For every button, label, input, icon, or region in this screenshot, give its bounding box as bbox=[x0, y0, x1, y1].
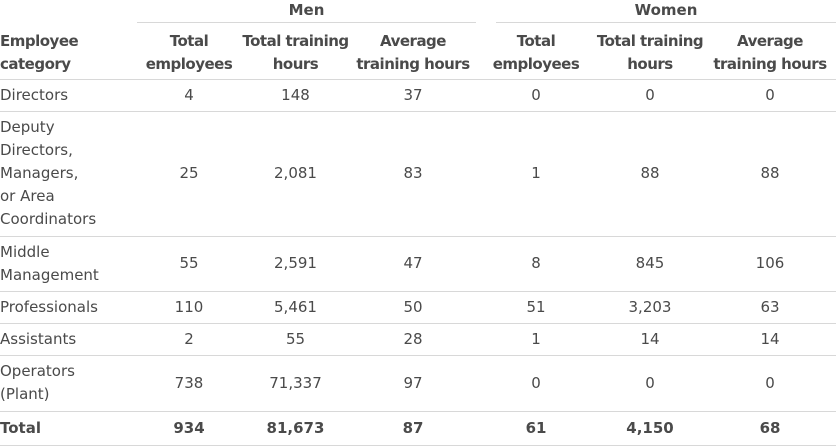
group-rule-women bbox=[496, 22, 836, 23]
men-total-employees: 25 bbox=[137, 111, 241, 237]
table-row: Directors 4 148 37 0 0 0 bbox=[0, 79, 836, 112]
men-total-employees: 2 bbox=[137, 323, 241, 356]
women-total-hours: 3,203 bbox=[596, 291, 704, 324]
women-total-hours: 0 bbox=[596, 79, 704, 112]
women-total-employees: 1 bbox=[476, 111, 596, 237]
col-header-men-avg-hours: Average training hours bbox=[350, 28, 476, 80]
women-total-employees: 0 bbox=[476, 355, 596, 412]
men-total-employees: 738 bbox=[137, 355, 241, 412]
row-category: Operators (Plant) bbox=[0, 355, 137, 412]
men-total-hours: 55 bbox=[241, 323, 350, 356]
table-row: Professionals 110 5,461 50 51 3,203 63 bbox=[0, 291, 836, 324]
women-total-employees: 0 bbox=[476, 79, 596, 112]
women-avg-hours: 14 bbox=[704, 323, 836, 356]
table-row: Assistants 2 55 28 1 14 14 bbox=[0, 323, 836, 356]
women-avg-hours: 0 bbox=[704, 355, 836, 412]
col-header-men-total-hours: Total training hours bbox=[241, 28, 350, 80]
women-avg-hours: 106 bbox=[704, 236, 836, 292]
table-row: Middle Management 55 2,591 47 8 845 106 bbox=[0, 236, 836, 292]
row-category: Middle Management bbox=[0, 236, 137, 292]
col-header-women-avg-hours: Average training hours bbox=[704, 28, 836, 80]
col-header-category: Employee category bbox=[0, 28, 137, 80]
women-total-hours: 845 bbox=[596, 236, 704, 292]
total-women-employees: 61 bbox=[476, 411, 596, 446]
men-avg-hours: 97 bbox=[350, 355, 476, 412]
group-rule-men bbox=[137, 22, 476, 23]
women-total-hours: 88 bbox=[596, 111, 704, 237]
row-category: Directors bbox=[0, 79, 137, 112]
group-header-women: Women bbox=[634, 1, 698, 19]
row-category: Deputy Directors, Managers, or Area Coor… bbox=[0, 111, 137, 237]
women-avg-hours: 88 bbox=[704, 111, 836, 237]
col-header-women-total-hours: Total training hours bbox=[596, 28, 704, 80]
men-total-hours: 2,591 bbox=[241, 236, 350, 292]
total-women-hours: 4,150 bbox=[596, 411, 704, 446]
row-category: Professionals bbox=[0, 291, 137, 324]
total-men-hours: 81,673 bbox=[241, 411, 350, 446]
men-total-employees: 110 bbox=[137, 291, 241, 324]
total-row: Total 934 81,673 87 61 4,150 68 bbox=[0, 411, 836, 446]
men-avg-hours: 50 bbox=[350, 291, 476, 324]
col-header-men-total-employees: Total employees bbox=[137, 28, 241, 80]
men-total-hours: 71,337 bbox=[241, 355, 350, 412]
men-total-employees: 4 bbox=[137, 79, 241, 112]
men-avg-hours: 37 bbox=[350, 79, 476, 112]
women-total-hours: 0 bbox=[596, 355, 704, 412]
group-header-men: Men bbox=[288, 1, 325, 19]
total-label: Total bbox=[0, 411, 137, 446]
training-hours-table: Employee category Total employees Total … bbox=[0, 28, 836, 446]
men-total-hours: 148 bbox=[241, 79, 350, 112]
table-row: Operators (Plant) 738 71,337 97 0 0 0 bbox=[0, 355, 836, 412]
men-avg-hours: 83 bbox=[350, 111, 476, 237]
women-total-employees: 8 bbox=[476, 236, 596, 292]
women-total-employees: 1 bbox=[476, 323, 596, 356]
men-total-hours: 5,461 bbox=[241, 291, 350, 324]
total-men-employees: 934 bbox=[137, 411, 241, 446]
women-total-hours: 14 bbox=[596, 323, 704, 356]
men-total-employees: 55 bbox=[137, 236, 241, 292]
men-avg-hours: 28 bbox=[350, 323, 476, 356]
women-avg-hours: 0 bbox=[704, 79, 836, 112]
col-header-women-total-employees: Total employees bbox=[476, 28, 596, 80]
women-total-employees: 51 bbox=[476, 291, 596, 324]
total-women-avg: 68 bbox=[704, 411, 836, 446]
men-avg-hours: 47 bbox=[350, 236, 476, 292]
total-men-avg: 87 bbox=[350, 411, 476, 446]
column-header-row: Employee category Total employees Total … bbox=[0, 28, 836, 80]
women-avg-hours: 63 bbox=[704, 291, 836, 324]
men-total-hours: 2,081 bbox=[241, 111, 350, 237]
table-row: Deputy Directors, Managers, or Area Coor… bbox=[0, 111, 836, 237]
row-category: Assistants bbox=[0, 323, 137, 356]
